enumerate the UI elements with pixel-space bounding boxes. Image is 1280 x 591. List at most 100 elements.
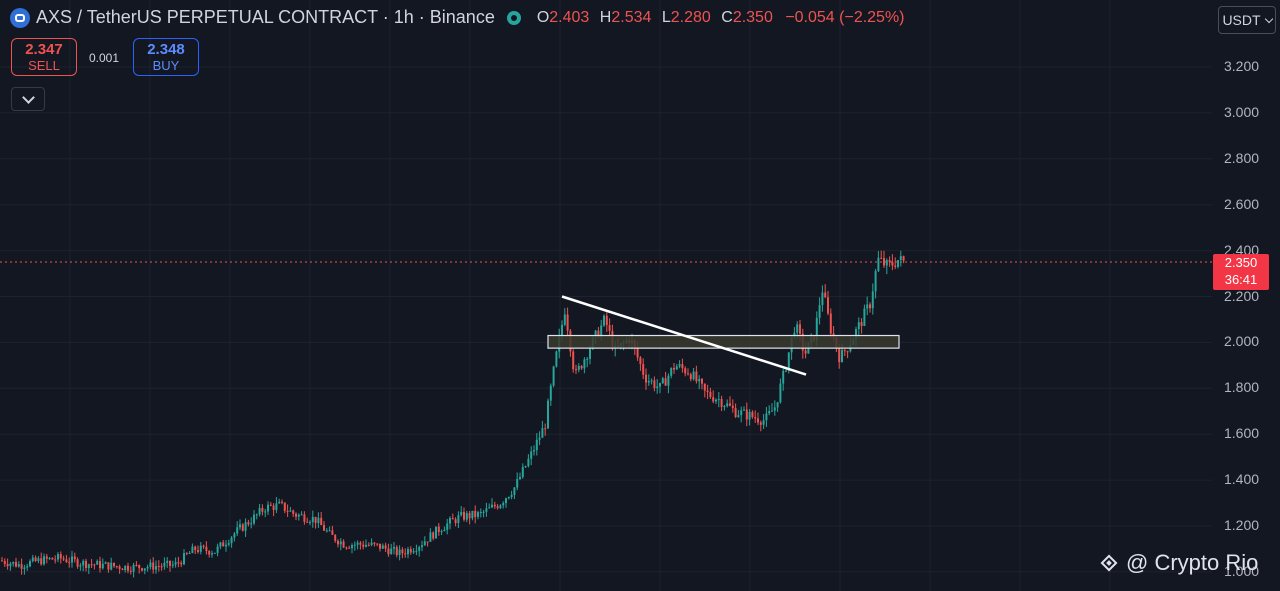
candle-body xyxy=(670,367,673,376)
candle-body xyxy=(387,548,390,555)
candle-body xyxy=(76,559,79,567)
candle-body xyxy=(188,553,191,555)
candle-body xyxy=(566,314,569,331)
candle-body xyxy=(639,357,642,365)
candle-body xyxy=(225,544,227,547)
candle-body xyxy=(549,385,552,401)
candle-body xyxy=(535,439,538,451)
candle-body xyxy=(449,518,451,524)
candle-body xyxy=(23,567,26,569)
candle-body xyxy=(435,526,437,539)
candle-body xyxy=(398,549,401,556)
candle-body xyxy=(183,553,185,565)
candle-body xyxy=(902,256,905,261)
candle-body xyxy=(530,451,533,459)
candle-body xyxy=(745,409,748,420)
candle-body xyxy=(51,557,54,560)
ohlc-values: O2.403 H2.534 L2.280 C2.350 −0.054 (−2.2… xyxy=(531,9,905,27)
candle-body xyxy=(213,552,216,554)
candle-body xyxy=(202,545,205,547)
candle-body xyxy=(320,517,323,526)
candle-body xyxy=(110,562,113,570)
candle-body xyxy=(894,265,897,267)
candle-body xyxy=(57,554,59,560)
candle-body xyxy=(85,560,87,569)
candle-body xyxy=(264,511,267,513)
candle-body xyxy=(121,569,124,571)
current-price-tag: 2.350 36:41 xyxy=(1213,254,1269,290)
buy-button[interactable]: 2.348 BUY xyxy=(133,38,199,76)
candle-body xyxy=(129,570,132,572)
candle-body xyxy=(180,562,183,565)
sell-button[interactable]: 2.347 SELL xyxy=(11,38,77,76)
chevron-down-icon xyxy=(21,90,35,104)
candle-body xyxy=(314,516,317,524)
candle-body xyxy=(43,556,45,565)
candle-body xyxy=(891,261,894,266)
candle-body xyxy=(468,513,471,519)
candle-body xyxy=(138,564,141,569)
candle-body xyxy=(547,400,549,429)
candle-body xyxy=(404,553,407,555)
candle-body xyxy=(281,501,283,503)
open-label: O xyxy=(536,8,550,26)
currency-selector[interactable]: USDT xyxy=(1218,6,1276,34)
candle-body xyxy=(877,257,880,272)
high-label: H xyxy=(599,8,612,26)
collapse-button[interactable] xyxy=(11,87,45,111)
candle-body xyxy=(642,364,645,375)
candle-body xyxy=(656,386,659,389)
candle-body xyxy=(356,542,359,545)
candle-body xyxy=(799,324,801,334)
candle-body xyxy=(824,292,827,298)
candle-body xyxy=(731,405,734,409)
candle-body xyxy=(292,510,295,514)
candle-body xyxy=(541,428,544,438)
candle-body xyxy=(418,547,421,551)
candle-body xyxy=(818,305,821,318)
candle-body xyxy=(647,380,650,383)
candle-body xyxy=(463,511,465,520)
candle-body xyxy=(857,322,860,330)
candle-body xyxy=(309,522,311,524)
candle-body xyxy=(157,565,160,567)
candle-body xyxy=(54,559,57,561)
binance-logo-icon xyxy=(1098,552,1120,574)
candle-body xyxy=(653,380,656,389)
candle-body xyxy=(253,514,255,524)
candle-body xyxy=(93,564,96,566)
y-tick-label: 3.000 xyxy=(1224,103,1260,120)
candle-body xyxy=(353,544,356,546)
candle-body xyxy=(608,325,611,331)
candle-body xyxy=(695,371,698,382)
candle-body xyxy=(544,428,547,430)
descending-trendline[interactable] xyxy=(561,295,807,376)
candle-body xyxy=(65,559,68,563)
candle-body xyxy=(460,511,463,516)
candle-body xyxy=(40,558,43,565)
y-tick-label: 1.800 xyxy=(1224,379,1260,396)
symbol-title[interactable]: AXS / TetherUS PERPETUAL CONTRACT · 1h ·… xyxy=(36,7,495,27)
candle-body xyxy=(563,314,566,325)
candle-body xyxy=(429,532,432,542)
high-value: 2.534 xyxy=(611,8,652,26)
candle-body xyxy=(278,501,281,504)
watermark-text: @ Crypto Rio xyxy=(1126,550,1259,575)
candle-body xyxy=(20,564,23,569)
support-resistance-zone[interactable] xyxy=(547,334,900,349)
candle-body xyxy=(194,546,197,551)
candle-body xyxy=(300,514,303,516)
candle-body xyxy=(782,370,785,384)
candle-body xyxy=(583,359,586,369)
candle-body xyxy=(748,411,751,420)
candle-body xyxy=(412,551,415,553)
candle-body xyxy=(757,418,759,423)
candle-body xyxy=(48,557,51,559)
candle-body xyxy=(15,561,17,567)
candle-body xyxy=(465,513,468,520)
candle-body xyxy=(401,549,404,554)
chart-header: AXS / TetherUS PERPETUAL CONTRACT · 1h ·… xyxy=(10,7,905,28)
candle-body xyxy=(227,543,230,545)
candle-body xyxy=(743,409,745,411)
